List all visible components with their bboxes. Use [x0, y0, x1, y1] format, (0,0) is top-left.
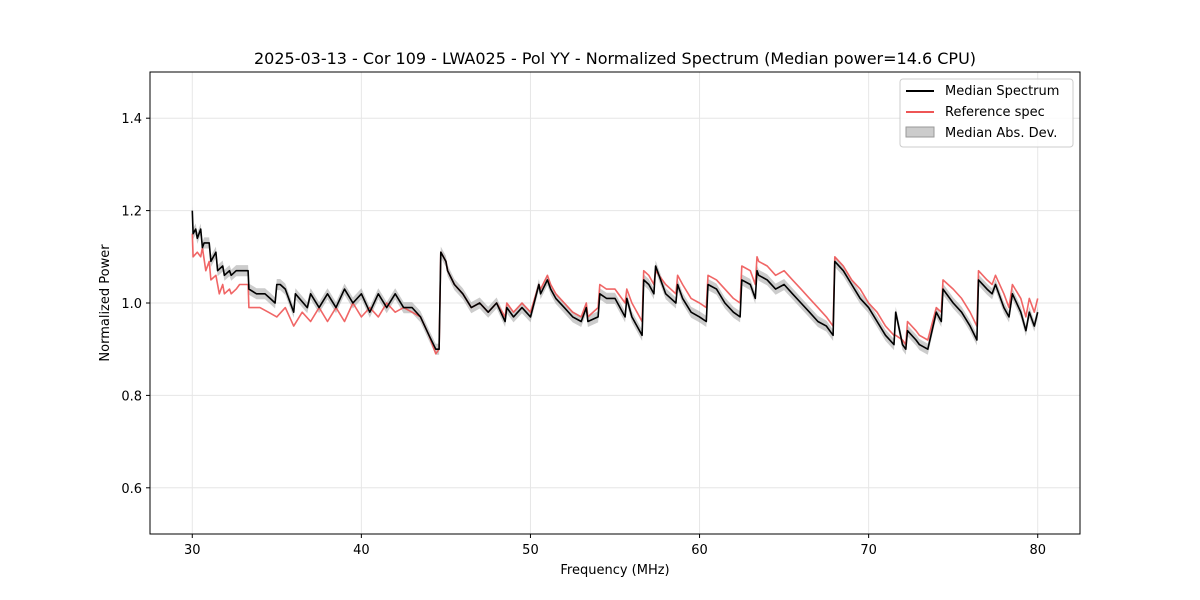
x-tick-label: 70 — [860, 543, 877, 558]
x-tick-label: 60 — [691, 543, 708, 558]
y-tick-label: 0.8 — [121, 389, 142, 404]
x-tick-label: 40 — [353, 543, 370, 558]
y-tick-label: 1.4 — [121, 112, 142, 127]
legend-label-mad: Median Abs. Dev. — [945, 126, 1057, 141]
y-axis-label: Normalized Power — [98, 244, 113, 362]
legend-label-reference: Reference spec — [945, 105, 1045, 120]
chart-title: 2025-03-13 - Cor 109 - LWA025 - Pol YY -… — [254, 49, 976, 68]
x-axis-label: Frequency (MHz) — [560, 563, 669, 578]
y-tick-label: 1.2 — [121, 205, 142, 220]
legend: Median Spectrum Reference spec Median Ab… — [899, 78, 1074, 148]
legend-label-median: Median Spectrum — [945, 84, 1059, 99]
legend-box — [899, 78, 1074, 148]
ticks: 30 40 50 60 70 80 0.6 0.8 1.0 1.2 1.4 — [121, 112, 1046, 558]
x-tick-label: 30 — [184, 543, 201, 558]
x-tick-label: 50 — [522, 543, 539, 558]
x-tick-label: 80 — [1029, 543, 1046, 558]
legend-swatch-mad — [905, 126, 935, 138]
y-tick-label: 0.6 — [121, 482, 142, 497]
series-layer — [191, 210, 1039, 355]
series-median-spectrum — [191, 210, 1039, 351]
y-tick-label: 1.0 — [121, 297, 142, 312]
